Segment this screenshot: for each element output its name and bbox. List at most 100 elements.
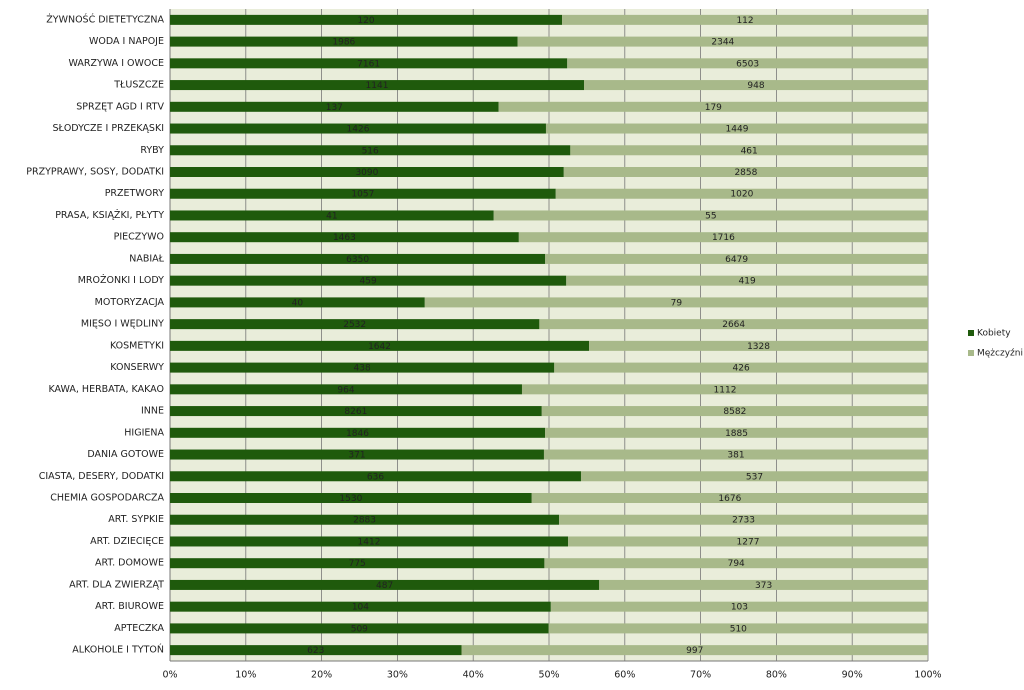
data-label: 516 — [362, 146, 379, 156]
bar-segment — [170, 58, 568, 69]
bar-segment — [170, 449, 544, 460]
bar-segment — [584, 80, 928, 91]
data-label: 2664 — [722, 320, 745, 330]
data-label: 438 — [354, 364, 371, 374]
data-label: 537 — [746, 472, 763, 482]
data-label: 2883 — [353, 516, 376, 526]
data-label: 459 — [360, 277, 377, 287]
y-tick-label: ART. DOMOWE — [95, 558, 164, 569]
data-label: 623 — [307, 646, 324, 656]
y-tick-label: CIASTA, DESERY, DODATKI — [39, 471, 164, 482]
bar-segment — [170, 362, 555, 373]
bar-segment — [170, 558, 545, 569]
x-tick-label: 10% — [235, 670, 256, 681]
bar-segment — [498, 101, 928, 112]
bar-segment — [541, 406, 928, 417]
data-label: 6479 — [725, 255, 748, 265]
data-label: 1846 — [346, 429, 369, 439]
y-tick-label: ALKOHOLE I TYTOŃ — [72, 644, 164, 656]
bar-segment — [170, 645, 462, 656]
bar-segment — [170, 319, 540, 330]
data-label: 55 — [705, 211, 716, 221]
data-label: 1277 — [737, 537, 760, 547]
data-label: 373 — [755, 581, 772, 591]
bar-segment — [568, 536, 928, 547]
bar-segment — [461, 645, 928, 656]
data-label: 1328 — [747, 342, 770, 352]
y-tick-label: NABIAŁ — [129, 253, 164, 264]
data-label: 41 — [326, 211, 337, 221]
data-label: 179 — [705, 103, 722, 113]
y-tick-label: DANIA GOTOWE — [87, 449, 164, 460]
bar-segment — [170, 123, 546, 134]
y-tick-label: KONSERWY — [110, 362, 164, 373]
bar-segment — [563, 167, 928, 177]
bar-segment — [599, 579, 928, 590]
bar-segment — [545, 123, 928, 134]
data-label: 2344 — [711, 38, 734, 48]
data-label: 381 — [727, 451, 744, 461]
data-label: 6350 — [346, 255, 369, 265]
bar-segment — [170, 471, 581, 482]
y-tick-label: MIĘSO I WĘDLINY — [81, 319, 164, 330]
bar-segment — [170, 406, 542, 417]
bar-segment — [543, 449, 928, 460]
data-label: 1141 — [366, 81, 389, 91]
bar-segment — [170, 36, 518, 47]
data-label: 1885 — [725, 429, 748, 439]
data-label: 1986 — [332, 38, 355, 48]
y-tick-label: CHEMIA GOSPODARCZA — [50, 493, 164, 504]
x-tick-label: 100% — [914, 670, 941, 681]
data-label: 1112 — [714, 385, 737, 395]
data-label: 1463 — [333, 233, 356, 243]
data-label: 510 — [730, 624, 747, 634]
y-tick-label: KOSMETYKI — [110, 340, 164, 351]
data-label: 794 — [728, 559, 745, 569]
y-tick-label: ŻYWNOŚĆ DIETETYCZNA — [46, 13, 164, 25]
x-tick-label: 90% — [842, 670, 863, 681]
data-label: 487 — [376, 581, 393, 591]
data-label: 1057 — [351, 190, 374, 200]
legend-label: Mężczyźni — [977, 349, 1023, 359]
bar-segment — [493, 210, 928, 221]
bar-segment — [170, 427, 546, 438]
data-label: 419 — [739, 277, 756, 287]
bar-segment — [567, 58, 928, 69]
x-tick-label: 0% — [162, 670, 177, 681]
bar-segment — [170, 80, 585, 91]
data-label: 1426 — [347, 125, 370, 135]
y-tick-label: SŁODYCZE I PRZEKĄSKI — [52, 123, 164, 134]
data-label: 40 — [292, 298, 304, 308]
bar-segment — [521, 384, 928, 395]
bar-segment — [545, 427, 928, 438]
bar-segment — [170, 167, 564, 177]
data-label: 79 — [671, 298, 683, 308]
bar-segment — [170, 14, 563, 25]
data-label: 7161 — [357, 59, 380, 69]
y-tick-label: APTECZKA — [114, 623, 164, 634]
bar-segment — [548, 623, 928, 634]
bar-segment — [170, 623, 549, 634]
y-tick-label: MROŻONKI I LODY — [78, 275, 164, 286]
bar-segment — [589, 340, 928, 351]
data-label: 104 — [352, 603, 369, 613]
bar-segment — [170, 514, 560, 525]
data-label: 509 — [351, 624, 368, 634]
bar-segment — [170, 384, 522, 395]
data-label: 371 — [348, 451, 365, 461]
y-tick-label: ART. BIUROWE — [95, 601, 164, 612]
bar-segment — [544, 558, 928, 569]
x-tick-label: 70% — [690, 670, 711, 681]
data-label: 103 — [731, 603, 748, 613]
y-tick-label: WARZYWA I OWOCE — [69, 58, 164, 69]
x-tick-label: 80% — [766, 670, 787, 681]
data-label: 948 — [747, 81, 764, 91]
data-label: 775 — [349, 559, 366, 569]
y-tick-label: SPRZĘT AGD I RTV — [76, 101, 164, 112]
bar-segment — [170, 340, 590, 351]
legend-swatch — [968, 350, 974, 356]
y-tick-label: MOTORYZACJA — [95, 297, 165, 308]
bar-segment — [170, 145, 571, 156]
legend-label: Kobiety — [977, 329, 1011, 339]
bar-segment — [555, 188, 928, 199]
